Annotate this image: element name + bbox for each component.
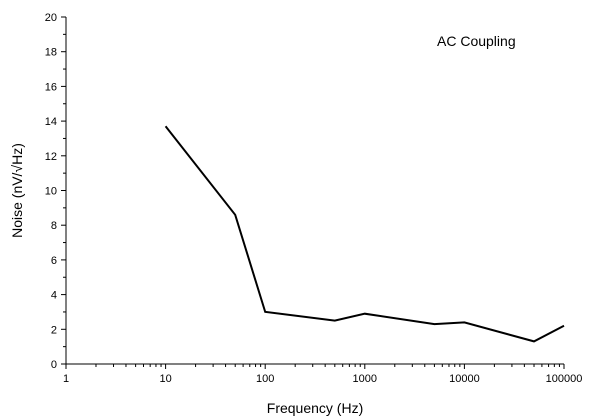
axes: 0 2 4 6 8 10 12 14 16 18 20 1 10 100 1000 10000 100000 bbox=[45, 12, 583, 385]
y-tick-label: 2 bbox=[51, 324, 57, 336]
y-tick-label: 20 bbox=[45, 12, 57, 24]
y-tick-label: 0 bbox=[51, 359, 57, 371]
y-tick-label: 14 bbox=[45, 116, 57, 128]
x-tick-label: 10 bbox=[159, 373, 171, 385]
x-tick-label: 100000 bbox=[546, 373, 583, 385]
x-axis-title: Frequency (Hz) bbox=[267, 400, 363, 416]
series-line bbox=[164, 125, 565, 343]
y-tick-label: 16 bbox=[45, 81, 57, 93]
x-tick-label: 100 bbox=[256, 373, 274, 385]
y-tick-label: 8 bbox=[51, 220, 57, 232]
plot-area bbox=[164, 125, 565, 343]
y-axis-title: Noise (nV/√Hz) bbox=[9, 143, 25, 238]
y-tick-label: 6 bbox=[51, 255, 57, 267]
y-tick-label: 10 bbox=[45, 186, 57, 198]
y-tick-label: 18 bbox=[45, 47, 57, 59]
x-tick-label: 10000 bbox=[449, 373, 480, 385]
y-tick-label: 12 bbox=[45, 151, 57, 163]
y-tick-label: 4 bbox=[51, 290, 57, 302]
x-tick-label: 1000 bbox=[353, 373, 377, 385]
chart-annotation: AC Coupling bbox=[437, 33, 516, 49]
x-tick-label: 1 bbox=[63, 373, 69, 385]
